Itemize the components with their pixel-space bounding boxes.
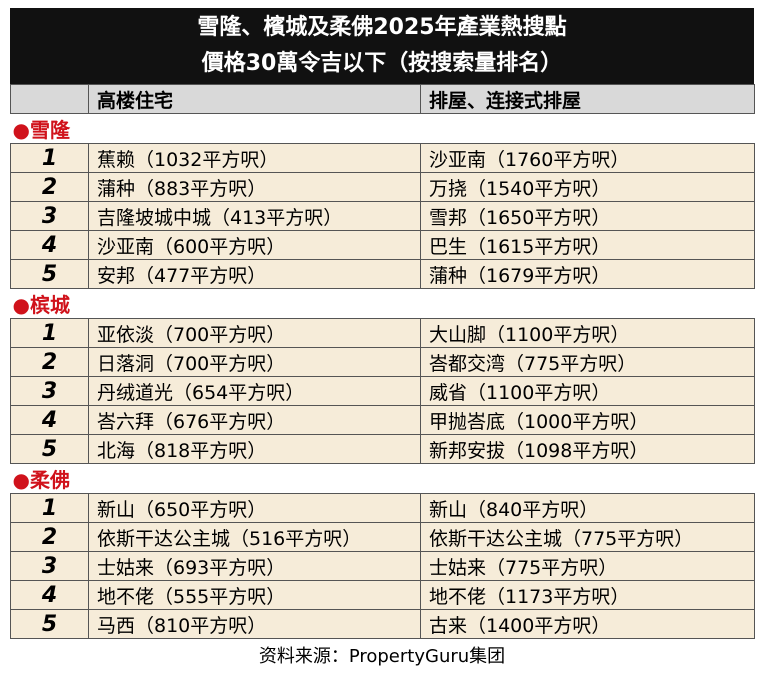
- section-row: ●槟城: [10, 288, 755, 319]
- highrise-cell: 蒲种（883平方呎）: [88, 172, 421, 202]
- rank-cell: 1: [10, 143, 89, 173]
- data-row: 1 亚依淡（700平方呎） 大山脚（1100平方呎）: [10, 318, 755, 348]
- data-row: 4 沙亚南（600平方呎） 巴生（1615平方呎）: [10, 230, 755, 260]
- rank-cell: 3: [10, 551, 89, 581]
- rank-cell: 3: [10, 201, 89, 231]
- data-row: 2 蒲种（883平方呎） 万挠（1540平方呎）: [10, 172, 755, 202]
- rank-cell: 2: [10, 347, 89, 377]
- rank-cell: 2: [10, 172, 89, 202]
- highrise-cell: 北海（818平方呎）: [88, 434, 421, 464]
- header-row: 高楼住宅 排屋、连接式排屋: [10, 84, 755, 114]
- rank-cell: 2: [10, 522, 89, 552]
- highrise-cell: 新山（650平方呎）: [88, 493, 421, 523]
- terrace-cell: 大山脚（1100平方呎）: [420, 318, 755, 348]
- highrise-cell: 沙亚南（600平方呎）: [88, 230, 421, 260]
- rank-cell: 5: [10, 259, 89, 289]
- data-row: 2 日落洞（700平方呎） 峇都交湾（775平方呎）: [10, 347, 755, 377]
- rank-cell: 3: [10, 376, 89, 406]
- terrace-cell: 万挠（1540平方呎）: [420, 172, 755, 202]
- highrise-cell: 峇六拜（676平方呎）: [88, 405, 421, 435]
- terrace-cell: 地不佬（1173平方呎）: [420, 580, 755, 610]
- terrace-cell: 蒲种（1679平方呎）: [420, 259, 755, 289]
- rank-cell: 4: [10, 405, 89, 435]
- terrace-cell: 峇都交湾（775平方呎）: [420, 347, 755, 377]
- data-row: 3 士姑来（693平方呎） 士姑来（775平方呎）: [10, 551, 755, 581]
- rank-cell: 5: [10, 434, 89, 464]
- highrise-cell: 蕉赖（1032平方呎）: [88, 143, 421, 173]
- highrise-cell: 吉隆坡城中城（413平方呎）: [88, 201, 421, 231]
- data-row: 4 峇六拜（676平方呎） 甲抛峇底（1000平方呎）: [10, 405, 755, 435]
- data-row: 3 吉隆坡城中城（413平方呎） 雪邦（1650平方呎）: [10, 201, 755, 231]
- data-row: 1 新山（650平方呎） 新山（840平方呎）: [10, 493, 755, 523]
- data-row: 1 蕉赖（1032平方呎） 沙亚南（1760平方呎）: [10, 143, 755, 173]
- terrace-cell: 威省（1100平方呎）: [420, 376, 755, 406]
- terrace-cell: 新山（840平方呎）: [420, 493, 755, 523]
- data-row: 4 地不佬（555平方呎） 地不佬（1173平方呎）: [10, 580, 755, 610]
- terrace-cell: 沙亚南（1760平方呎）: [420, 143, 755, 173]
- terrace-cell: 雪邦（1650平方呎）: [420, 201, 755, 231]
- highrise-cell: 士姑来（693平方呎）: [88, 551, 421, 581]
- highrise-cell: 日落洞（700平方呎）: [88, 347, 421, 377]
- terrace-cell: 新邦安拔（1098平方呎）: [420, 434, 755, 464]
- section-row: ●柔佛: [10, 463, 755, 494]
- section-name: ●雪隆: [10, 113, 755, 144]
- header-cell: 排屋、连接式排屋: [420, 84, 755, 114]
- title-bar: 雪隆、檳城及柔佛2025年產業熱搜點 價格30萬令吉以下（按搜索量排名）: [10, 8, 754, 84]
- data-row: 5 安邦（477平方呎） 蒲种（1679平方呎）: [10, 259, 755, 289]
- terrace-cell: 古来（1400平方呎）: [420, 609, 755, 639]
- highrise-cell: 安邦（477平方呎）: [88, 259, 421, 289]
- header-cell: [10, 84, 89, 114]
- table-body: 高楼住宅 排屋、连接式排屋 ●雪隆 1 蕉赖（1032平方呎） 沙亚南（1760平方呎…: [10, 84, 755, 639]
- highrise-cell: 马西（810平方呎）: [88, 609, 421, 639]
- ranking-table: 高楼住宅 排屋、连接式排屋 ●雪隆 1 蕉赖（1032平方呎） 沙亚南（1760平方呎…: [10, 84, 755, 639]
- highrise-cell: 丹绒道光（654平方呎）: [88, 376, 421, 406]
- terrace-cell: 依斯干达公主城（775平方呎）: [420, 522, 755, 552]
- rank-cell: 5: [10, 609, 89, 639]
- header-cell: 高楼住宅: [88, 84, 421, 114]
- source-note: 资料来源：PropertyGuru集团: [258, 646, 506, 667]
- data-row: 3 丹绒道光（654平方呎） 威省（1100平方呎）: [10, 376, 755, 406]
- highrise-cell: 亚依淡（700平方呎）: [88, 318, 421, 348]
- title-line: 價格30萬令吉以下（按搜索量排名）: [201, 51, 563, 76]
- terrace-cell: 士姑来（775平方呎）: [420, 551, 755, 581]
- data-row: 5 马西（810平方呎） 古来（1400平方呎）: [10, 609, 755, 639]
- rank-cell: 1: [10, 318, 89, 348]
- title-line: 雪隆、檳城及柔佛2025年產業熱搜點: [197, 15, 567, 40]
- terrace-cell: 甲抛峇底（1000平方呎）: [420, 405, 755, 435]
- rank-cell: 4: [10, 580, 89, 610]
- data-row: 2 依斯干达公主城（516平方呎） 依斯干达公主城（775平方呎）: [10, 522, 755, 552]
- highrise-cell: 地不佬（555平方呎）: [88, 580, 421, 610]
- rank-cell: 1: [10, 493, 89, 523]
- data-row: 5 北海（818平方呎） 新邦安拔（1098平方呎）: [10, 434, 755, 464]
- infographic: 雪隆、檳城及柔佛2025年產業熱搜點 價格30萬令吉以下（按搜索量排名） 高楼住…: [10, 8, 755, 675]
- highrise-cell: 依斯干达公主城（516平方呎）: [88, 522, 421, 552]
- rank-cell: 4: [10, 230, 89, 260]
- section-name: ●柔佛: [10, 463, 755, 494]
- section-row: ●雪隆: [10, 113, 755, 144]
- terrace-cell: 巴生（1615平方呎）: [420, 230, 755, 260]
- section-name: ●槟城: [10, 288, 755, 319]
